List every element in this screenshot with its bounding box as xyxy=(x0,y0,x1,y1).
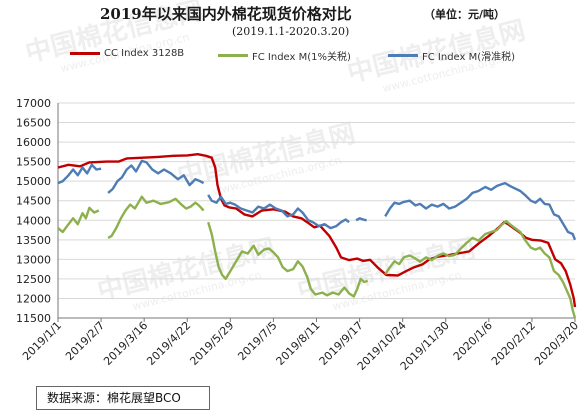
x-tick-label: 2019/3/16 xyxy=(101,319,150,368)
legend-swatch-cc xyxy=(70,52,100,55)
legend: CC Index 3128B FC Index M(1%关税) FC Index… xyxy=(0,48,583,64)
y-tick-label: 11500 xyxy=(16,312,51,325)
x-tick-label: 2019/8/11 xyxy=(274,319,323,368)
date-range-subtitle: (2019.1.1-2020.3.20) xyxy=(232,25,350,38)
x-tick-label: 2019/5/29 xyxy=(187,319,236,368)
y-tick-label: 15000 xyxy=(16,175,51,188)
series-line xyxy=(355,217,367,222)
y-tick-label: 16500 xyxy=(16,117,51,130)
y-tick-label: 16000 xyxy=(16,136,51,149)
y-tick-label: 17000 xyxy=(16,97,51,110)
x-tick-label: 2020/1/6 xyxy=(451,319,495,363)
legend-label-fc1: FC Index M(1%关税) xyxy=(252,52,351,63)
series-line xyxy=(57,163,102,185)
unit-label: （单位：元/吨） xyxy=(424,8,506,21)
y-tick-label: 12000 xyxy=(16,292,51,305)
x-tick-label: 2019/7/5 xyxy=(235,319,279,363)
y-tick-label: 15500 xyxy=(16,156,51,169)
x-tick-label: 2020/3/20 xyxy=(532,319,581,368)
series-line xyxy=(384,219,577,319)
y-tick-label: 12500 xyxy=(16,273,51,286)
series-line xyxy=(57,206,100,234)
legend-item-fc1: FC Index M(1%关税) xyxy=(218,48,351,63)
x-tick-label: 2020/2/12 xyxy=(489,319,538,368)
legend-label-cc: CC Index 3128B xyxy=(104,48,185,59)
series-2 xyxy=(57,159,577,241)
series-line xyxy=(107,195,205,239)
legend-swatch-fcs xyxy=(388,54,418,57)
legend-item-cc: CC Index 3128B xyxy=(70,48,184,59)
legend-swatch-fc1 xyxy=(218,54,248,57)
grid-lines xyxy=(58,102,575,299)
y-tick-label: 13000 xyxy=(16,253,51,266)
series-line xyxy=(384,181,577,241)
legend-label-fcs: FC Index M(滑准税) xyxy=(422,52,516,63)
series-line xyxy=(107,159,205,194)
x-tick-label: 2019/4/22 xyxy=(144,319,193,368)
series-line xyxy=(207,194,350,230)
x-tick-label: 2019/1/1 xyxy=(20,319,64,363)
data-source-box: 数据来源：棉花展望BCO xyxy=(36,386,210,410)
y-tick-label: 14500 xyxy=(16,195,51,208)
y-tick-label: 14000 xyxy=(16,214,51,227)
series-line xyxy=(207,221,369,298)
series-1 xyxy=(57,195,577,319)
y-tick-label: 13500 xyxy=(16,234,51,247)
legend-item-fcs: FC Index M(滑准税) xyxy=(388,48,515,63)
chart-title: 2019年以来国内外棉花现货价格对比 xyxy=(100,5,352,23)
x-tick-label: 2019/2/7 xyxy=(63,319,107,363)
